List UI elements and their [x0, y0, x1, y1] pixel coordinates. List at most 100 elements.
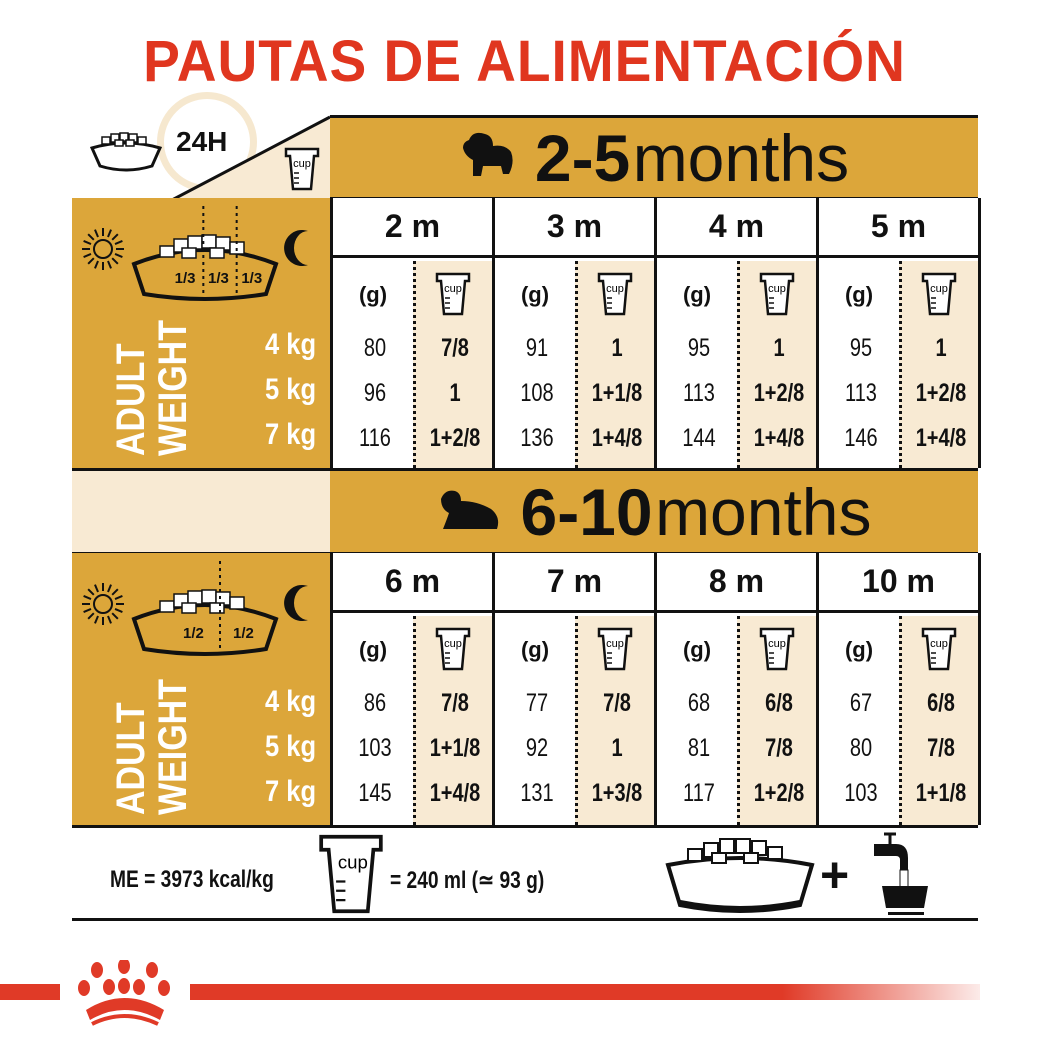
cup-label: cup [606, 283, 624, 295]
month-column: 2 m (g) cup 80 7/8 96 1 116 1+2/8 [330, 198, 492, 468]
portion-fraction: 1/2 [233, 625, 254, 642]
grams-value: 92 [525, 734, 549, 762]
portion-fraction: 1/3 [174, 270, 196, 287]
month-header: 6 m [333, 553, 492, 613]
month-column: 8 m (g) cup 68 6/8 81 7/8 117 1+2/8 [654, 553, 816, 825]
grams-value: 116 [359, 424, 391, 452]
grams-value: 91 [525, 334, 549, 362]
cup-icon: cup [759, 627, 795, 676]
cups-value: 1 [611, 334, 623, 362]
cups-value: 1+4/8 [429, 779, 481, 807]
grams-value: 95 [849, 334, 873, 362]
brand-bar [0, 984, 60, 1000]
crown-logo-icon [78, 960, 170, 1026]
age-band: 2-5 months [330, 115, 978, 200]
cup-label: cup [768, 638, 786, 650]
adult-weight-label: ADULT WEIGHT [109, 679, 195, 815]
month-header: 2 m [333, 198, 492, 258]
cups-value: 1+4/8 [753, 424, 805, 452]
cups-value: 7/8 [765, 734, 793, 762]
age-unit: months [655, 474, 872, 549]
cups-value: 1 [935, 334, 947, 362]
age-range: 6-10 [520, 474, 653, 549]
cups-value: 1+2/8 [915, 379, 967, 407]
month-column: 7 m (g) cup 77 7/8 92 1 131 1+3/8 [492, 553, 654, 825]
weight-value: 5 kg [264, 373, 316, 406]
cup-label: cup [606, 638, 624, 650]
grams-value: 103 [844, 779, 878, 807]
cup-label: cup [768, 283, 786, 295]
feeding-split-panel: 1/3 1/3 1/3 ADULT WEIGHT 4 kg 5 kg 7 kg [72, 198, 330, 468]
cup-label: cup [444, 283, 462, 295]
weight-value: 4 kg [264, 328, 316, 361]
footer-divider-bottom [72, 918, 978, 921]
weight-label: WEIGHT [151, 320, 195, 456]
age-range: 2-5 [534, 120, 631, 195]
cup-label: cup [444, 638, 462, 650]
cups-value: 1+1/8 [915, 779, 967, 807]
sun-icon [80, 226, 126, 277]
cup-equivalence: = 240 ml (≃ 93 g) [390, 867, 545, 894]
header-corner: 24H cup [72, 90, 330, 200]
cups-value: 1 [773, 334, 785, 362]
grams-value: 80 [849, 734, 873, 762]
moon-icon [284, 583, 314, 628]
weight-value: 7 kg [264, 775, 316, 808]
month-header: 8 m [657, 553, 816, 613]
grams-value: 117 [683, 779, 715, 807]
month-header: 7 m [495, 553, 654, 613]
grams-header: (g) [682, 282, 712, 307]
month-header: 10 m [819, 553, 978, 613]
page-title: PAUTAS DE ALIMENTACIÓN [143, 29, 906, 94]
cup-icon: cup [597, 272, 633, 321]
age-unit: months [632, 120, 850, 195]
adult-label: ADULT [109, 343, 153, 456]
grams-value: 67 [849, 689, 873, 717]
grams-header: (g) [844, 282, 874, 307]
grams-value: 113 [845, 379, 877, 407]
month-header: 4 m [657, 198, 816, 258]
grams-value: 81 [687, 734, 711, 762]
weight-value: 5 kg [264, 730, 316, 763]
month-column: 4 m (g) cup 95 1 113 1+2/8 144 1+4/8 [654, 198, 816, 468]
month-column: 3 m (g) cup 91 1 108 1+1/8 136 1+4/8 [492, 198, 654, 468]
grams-value: 136 [520, 424, 554, 452]
cups-value: 1+2/8 [753, 379, 805, 407]
dog-silhouette-icon [459, 130, 517, 185]
grams-value: 113 [683, 379, 715, 407]
grams-value: 95 [687, 334, 711, 362]
grams-header: (g) [358, 637, 388, 662]
cup-icon: cup [759, 272, 795, 321]
grams-value: 131 [520, 779, 554, 807]
grams-value: 96 [363, 379, 387, 407]
grams-value: 80 [363, 334, 387, 362]
grams-value: 144 [682, 424, 716, 452]
cups-value: 1+4/8 [915, 424, 967, 452]
footer-cup-label: cup [338, 851, 368, 872]
grams-value: 145 [358, 779, 392, 807]
age-title: 2-5 months [535, 120, 849, 196]
hours-label: 24H [176, 126, 228, 157]
footer-divider-top [72, 825, 978, 828]
cups-value: 6/8 [927, 689, 955, 717]
cups-value: 7/8 [603, 689, 631, 717]
cups-value: 1+3/8 [591, 779, 643, 807]
water-tap-icon [874, 832, 928, 915]
grams-value: 146 [844, 424, 878, 452]
age-title: 6-10 months [521, 474, 872, 550]
cups-value: 7/8 [441, 689, 469, 717]
adult-weight-label: ADULT WEIGHT [109, 320, 195, 456]
cups-value: 6/8 [765, 689, 793, 717]
cup-icon: cup [319, 834, 383, 914]
cups-value: 1 [449, 379, 461, 407]
grams-value: 86 [363, 689, 387, 717]
sun-icon [80, 581, 126, 632]
month-column: 10 m (g) cup 67 6/8 80 7/8 103 1+1/8 [816, 553, 981, 825]
grams-value: 103 [358, 734, 392, 762]
portion-fraction: 1/3 [241, 270, 263, 287]
grams-value: 68 [687, 689, 711, 717]
energy-label: ME = 3973 kcal/kg [110, 866, 274, 893]
adult-label: ADULT [109, 702, 153, 815]
weight-value: 7 kg [264, 418, 316, 451]
brand-bar [190, 984, 980, 1000]
